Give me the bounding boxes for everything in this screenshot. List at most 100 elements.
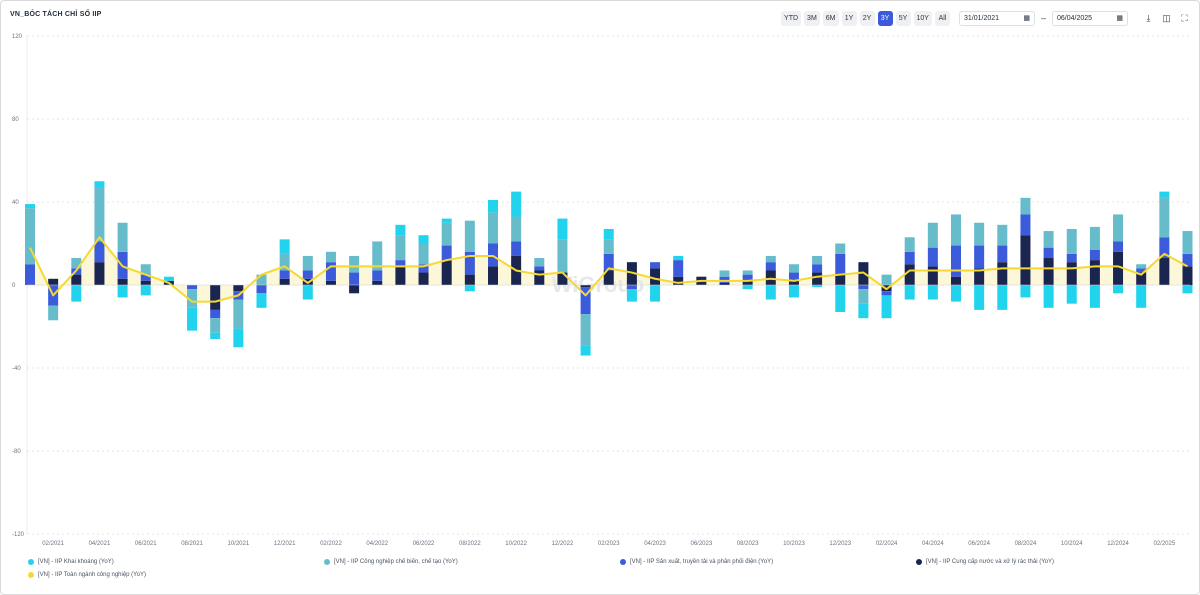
bar-segment [488, 243, 498, 267]
bar-segment [25, 208, 35, 265]
x-tick-label: 06/2022 [413, 541, 435, 547]
bar-segment [1136, 285, 1147, 308]
x-tick-label: 10/2022 [505, 541, 527, 547]
bar-segment [279, 253, 290, 271]
bar-segment [858, 289, 869, 304]
range-5y-button[interactable]: 5Y [895, 10, 911, 26]
bar-segment [603, 228, 614, 240]
chart-toolbar: YTD 3M 6M 1Y 2Y 3Y 5Y 10Y All 31/01/2021… [781, 9, 1192, 27]
bar-segment [927, 247, 938, 267]
bar-segment [1043, 258, 1054, 285]
bar-segment [742, 285, 753, 290]
x-tick-label: 06/2024 [968, 541, 990, 547]
x-tick-label: 06/2021 [135, 541, 157, 547]
bar-segment [765, 270, 776, 285]
download-icon[interactable]: ⤓ [1146, 12, 1151, 23]
fullscreen-icon[interactable]: ⛶ [1181, 12, 1188, 23]
bar-segment [233, 328, 244, 348]
bar-segment [557, 218, 568, 240]
bar-segment [927, 266, 938, 285]
bar-segment [349, 255, 360, 273]
legend-item-water[interactable]: [VN] - IIP Cung cấp nước và xử lý rác th… [916, 559, 1054, 565]
bar-segment [742, 274, 753, 281]
bar-segment [418, 264, 429, 273]
bar-segment [1066, 285, 1077, 304]
bar-segment [951, 285, 961, 302]
bar-segment [904, 237, 915, 252]
bar-segment [279, 278, 290, 285]
range-10y-button[interactable]: 10Y [913, 10, 932, 26]
bar-segment [488, 212, 498, 244]
bar-segment [603, 270, 614, 285]
bar-segment [302, 255, 313, 271]
bar-segment [302, 270, 313, 279]
date-from-input[interactable]: 31/01/2021 ▦ [958, 10, 1035, 26]
bar-segment [835, 253, 846, 275]
bar-segment [441, 222, 452, 246]
bar-segment [603, 253, 614, 271]
legend-item-electricity[interactable]: [VN] - IIP Sản xuất, truyền tải và phân … [620, 559, 773, 565]
table-icon[interactable]: ◫ [1162, 12, 1171, 23]
bar-segment [1136, 264, 1147, 269]
bar-segment [650, 285, 661, 302]
bar-segment [140, 285, 151, 296]
bar-segment [140, 264, 151, 275]
bar-segment [418, 272, 429, 285]
bar-segment [812, 285, 823, 288]
range-3y-button[interactable]: 3Y [877, 10, 893, 26]
x-tick-label: 10/2024 [1061, 541, 1083, 547]
bar-segment [997, 285, 1008, 310]
date-to-input[interactable]: 06/04/2025 ▦ [1052, 10, 1128, 26]
bar-segment [858, 285, 869, 290]
bar-segment [279, 239, 290, 254]
x-tick-label: 06/2023 [690, 541, 712, 547]
bar-segment [464, 285, 475, 292]
bar-segment [210, 285, 221, 310]
bar-segment [927, 285, 938, 300]
bar-segment [256, 293, 267, 308]
x-tick-label: 04/2021 [89, 541, 111, 547]
calendar-icon[interactable]: ▦ [1116, 14, 1123, 22]
bar-segment [927, 222, 938, 248]
bar-segment [71, 258, 82, 269]
bar-segment [812, 255, 823, 265]
bar-segment [395, 235, 406, 261]
x-tick-label: 10/2023 [783, 541, 805, 547]
legend-dot-icon [916, 559, 922, 565]
bar-segment [94, 241, 105, 263]
bar-segment [997, 224, 1008, 246]
bar-segment [94, 181, 105, 188]
legend-label: [VN] - IIP Cung cấp nước và xử lý rác th… [926, 559, 1055, 565]
bar-segment [418, 235, 429, 244]
bar-segment [719, 276, 730, 283]
bar-segment [650, 262, 661, 269]
legend-item-total[interactable]: [VN] - IIP Toàn ngành công nghiệp (YoY) [28, 572, 146, 578]
bar-segment [464, 251, 475, 275]
calendar-icon[interactable]: ▦ [1023, 14, 1030, 22]
bar-segment [951, 214, 961, 246]
bar-segment [788, 280, 799, 285]
bar-segment [1136, 268, 1147, 273]
legend-item-mining[interactable]: [VN] - IIP Khai khoáng (YoY) [28, 559, 114, 565]
legend-dot-icon [324, 559, 330, 565]
legend-item-manufacturing[interactable]: [VN] - IIP Công nghiệp chế biến, chế tạo… [324, 559, 458, 565]
range-6m-button[interactable]: 6M [822, 10, 839, 26]
range-ytd-button[interactable]: YTD [781, 10, 802, 26]
bar-segment [765, 285, 776, 300]
bar-segment [210, 318, 221, 333]
bar-segment [580, 287, 591, 315]
bar-segment [1089, 226, 1100, 250]
bar-segment [395, 260, 406, 267]
range-1y-button[interactable]: 1Y [841, 10, 857, 26]
bar-segment [557, 239, 568, 273]
range-3m-button[interactable]: 3M [804, 10, 820, 26]
bar-segment [1020, 285, 1031, 298]
bar-segment [1066, 228, 1077, 254]
bar-segment [788, 285, 799, 298]
total-line [29, 236, 1188, 303]
bar-segment [881, 274, 892, 285]
y-tick-label: 120 [12, 34, 23, 40]
bar-segment [997, 262, 1008, 285]
range-2y-button[interactable]: 2Y [859, 10, 875, 26]
range-all-button[interactable]: All [934, 10, 950, 26]
